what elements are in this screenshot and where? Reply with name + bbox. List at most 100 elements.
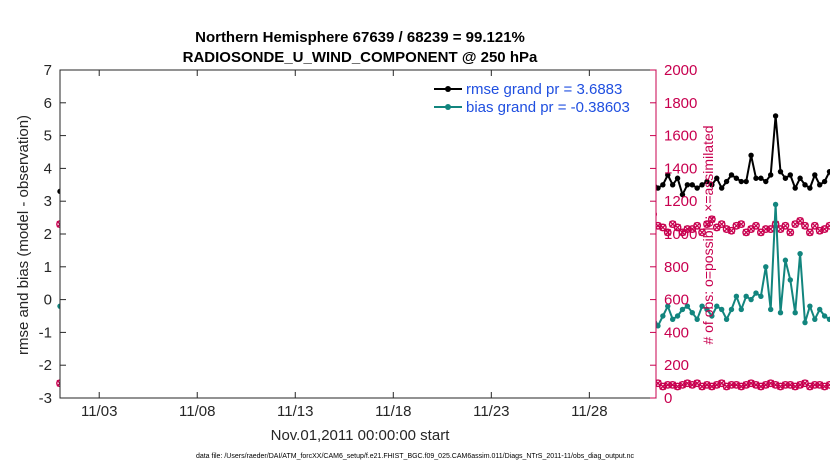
bias-point bbox=[723, 316, 730, 322]
rmse-point bbox=[812, 172, 818, 178]
obs-possible-marker bbox=[752, 221, 760, 230]
bias-point bbox=[812, 316, 818, 322]
y-right-tick-label: 1800 bbox=[664, 95, 697, 112]
x-tick-label: 11/13 bbox=[277, 403, 313, 420]
obs-possible-marker-cross bbox=[737, 220, 745, 228]
y-tick-label: 3 bbox=[44, 193, 52, 210]
bias-point bbox=[753, 290, 759, 296]
bias-point bbox=[797, 250, 803, 257]
obs-possible-marker-circle bbox=[806, 228, 814, 237]
bias-point bbox=[763, 264, 769, 270]
obs-possible-marker-circle bbox=[786, 228, 795, 237]
rmse-point bbox=[772, 113, 779, 119]
rmse-point bbox=[782, 175, 789, 181]
obs-possible-marker-circle bbox=[810, 221, 819, 230]
rmse-point bbox=[826, 168, 830, 175]
bias-point bbox=[674, 313, 681, 319]
y-tick-label: -1 bbox=[39, 324, 52, 341]
rmse-point bbox=[704, 178, 710, 185]
bias-point bbox=[660, 313, 666, 319]
y-tick-label: 7 bbox=[44, 62, 52, 79]
legend: rmse grand pr = 3.6883 bias grand pr = -… bbox=[434, 81, 630, 116]
obs-possible-marker bbox=[707, 215, 716, 224]
x-tick-label: 11/08 bbox=[179, 403, 215, 420]
obs-possible-marker-cross bbox=[693, 222, 701, 230]
y-tick-label: -3 bbox=[39, 390, 52, 407]
obs-possible-marker bbox=[781, 221, 790, 230]
obs-possible-marker bbox=[825, 221, 830, 230]
y-right-tick-label: 400 bbox=[664, 324, 689, 341]
bias-point bbox=[689, 310, 695, 316]
rmse-point bbox=[679, 191, 686, 198]
bias-point bbox=[767, 306, 774, 313]
obs-possible-marker bbox=[698, 228, 706, 237]
obs-possible-marker-circle bbox=[663, 228, 672, 237]
bias-point bbox=[669, 316, 676, 322]
y-right-tick-label: 2000 bbox=[664, 62, 697, 79]
bias-point bbox=[743, 293, 749, 300]
obs-possible-marker-circle bbox=[707, 215, 716, 224]
obs-possible-marker-circle bbox=[737, 220, 746, 229]
bias-point bbox=[718, 306, 725, 313]
bias-point bbox=[679, 306, 686, 313]
obs-possible-marker-cross bbox=[664, 228, 672, 236]
rmse-point bbox=[718, 185, 725, 191]
y-tick-label: 6 bbox=[44, 95, 52, 112]
bias-point bbox=[655, 323, 661, 329]
obs-possible-marker-circle bbox=[801, 221, 809, 230]
bias-point bbox=[826, 316, 830, 322]
rmse-point bbox=[748, 152, 754, 158]
rmse-point bbox=[763, 178, 769, 185]
footer-data-file: data file: /Users/raeder/DAI/ATM_forcXX/… bbox=[196, 453, 635, 460]
obs-possible-marker-circle bbox=[683, 225, 692, 233]
rmse-point bbox=[797, 175, 803, 181]
legend-bias-marker bbox=[445, 104, 451, 110]
x-tick-label: 11/28 bbox=[571, 403, 607, 420]
obs-possible-marker-circle bbox=[693, 221, 702, 230]
y-right-tick-label: 0 bbox=[664, 390, 672, 407]
obs-possible-marker-cross bbox=[781, 222, 789, 230]
bias-point bbox=[802, 319, 808, 326]
rmse-point bbox=[714, 175, 720, 181]
obs-possible-marker bbox=[801, 221, 809, 230]
bias-point bbox=[733, 293, 740, 300]
rmse-point bbox=[684, 182, 691, 188]
obs-possible-marker-circle bbox=[658, 223, 667, 232]
rmse-point bbox=[669, 182, 676, 188]
rmse-point bbox=[787, 172, 793, 178]
y-tick-label: 2 bbox=[44, 226, 52, 243]
bias-point bbox=[699, 303, 705, 309]
bias-point bbox=[709, 313, 715, 319]
rmse-point bbox=[665, 172, 671, 178]
bias-point bbox=[665, 303, 671, 309]
legend-rmse-marker bbox=[445, 86, 451, 92]
rmse-point bbox=[728, 172, 735, 178]
obs-possible-marker-circle bbox=[673, 223, 682, 232]
rmse-point bbox=[777, 168, 784, 175]
obs-possible-marker-circle bbox=[727, 226, 736, 235]
rmse-point bbox=[738, 178, 744, 185]
obs-possible-marker bbox=[806, 228, 814, 237]
obs-possible-marker-circle bbox=[698, 228, 706, 237]
obs-possible-marker bbox=[737, 220, 746, 229]
y-right-tick-label: 1600 bbox=[664, 128, 697, 145]
obs-possible-marker-cross bbox=[806, 228, 814, 236]
y-axis-right-label: # of obs: o=possible; ×=assimilated bbox=[700, 125, 716, 344]
legend-rmse-label: rmse grand pr = 3.6883 bbox=[466, 81, 622, 98]
rmse-point bbox=[767, 172, 774, 178]
obs-assimilated-marker-circle bbox=[727, 380, 736, 389]
axes: 11/03 11/08 11/13 11/18 11/23 11/28 -3 -2 -1 0 1 2 3… bbox=[39, 62, 698, 420]
rmse-point bbox=[817, 182, 823, 188]
obs-possible-marker-circle bbox=[703, 220, 711, 229]
obs-possible-marker-cross bbox=[786, 228, 794, 236]
y-right-tick-label: 200 bbox=[664, 357, 689, 374]
bias-point bbox=[821, 313, 828, 319]
obs-assimilated-marker-circle bbox=[781, 380, 790, 389]
x-tick-label: 11/03 bbox=[81, 403, 117, 420]
obs-assimilated-marker bbox=[825, 380, 830, 389]
rmse-point bbox=[660, 182, 666, 188]
bias-point bbox=[817, 306, 823, 313]
y-right-tick-label: 800 bbox=[664, 259, 689, 276]
chart-title: Northern Hemisphere 67639 / 68239 = 99.1… bbox=[195, 29, 525, 46]
bias-point bbox=[748, 296, 754, 303]
